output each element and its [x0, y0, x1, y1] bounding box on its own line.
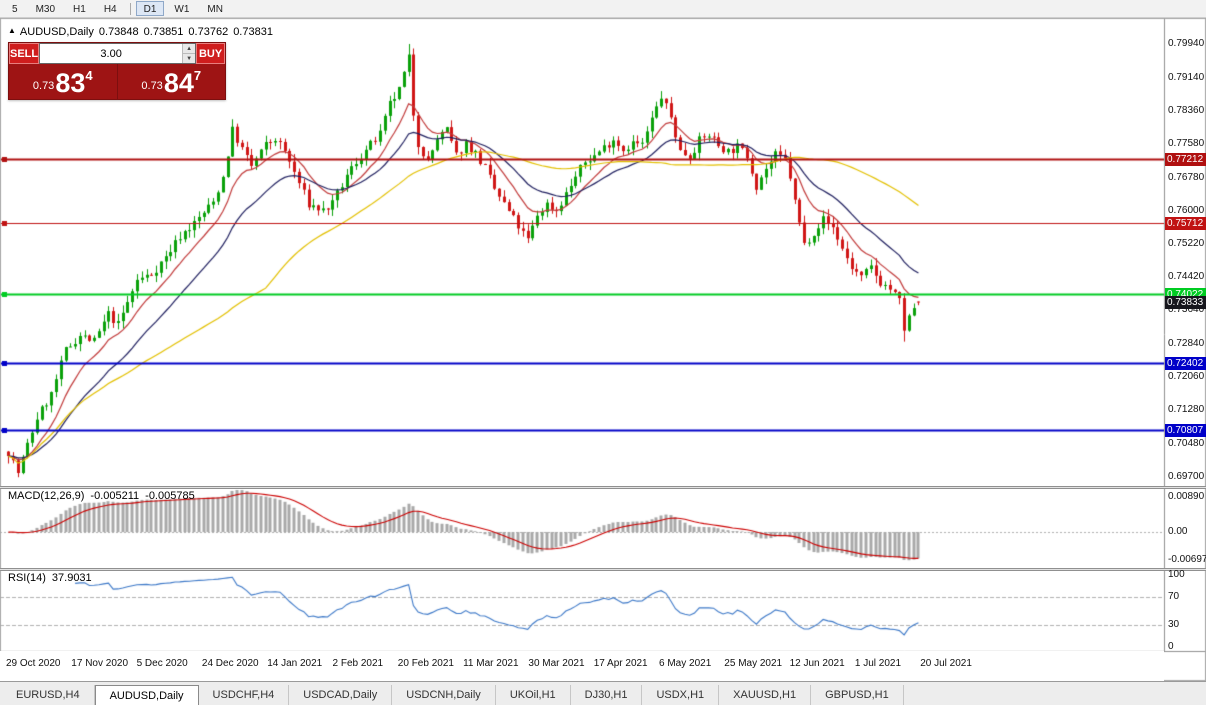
chart-high-value: 0.73851	[143, 26, 184, 38]
price-axis-tick: 0.72060	[1168, 371, 1205, 383]
price-axis-tick: 0.69700	[1168, 470, 1205, 482]
rsi-indicator-label: RSI(14) 37.9031	[8, 572, 92, 584]
rsi-axis-tick: 30	[1168, 619, 1180, 631]
date-axis-label: 30 Mar 2021	[528, 658, 585, 669]
price-axis-tick: 0.74420	[1168, 271, 1205, 283]
date-axis-label: 20 Jul 2021	[920, 658, 972, 669]
buy-price-point: 7	[193, 68, 202, 83]
date-axis-label: 29 Oct 2020	[6, 658, 61, 669]
price-axis-tick: 0.79940	[1168, 37, 1205, 49]
volume-input[interactable]	[40, 44, 183, 63]
price-axis-tick: 0.79140	[1168, 71, 1205, 83]
buy-button[interactable]: BUY	[196, 43, 225, 64]
volume-down-button[interactable]: ▼	[183, 54, 196, 63]
volume-up-button[interactable]: ▲	[183, 44, 196, 54]
rsi-name: RSI(14)	[8, 572, 46, 584]
price-axis-tick: 0.72840	[1168, 338, 1205, 350]
buy-price-pips: 84	[163, 68, 194, 98]
price-axis-tick: 0.76000	[1168, 204, 1205, 216]
price-axis-tick: 0.71280	[1168, 404, 1205, 416]
rsi-axis-tick: 70	[1168, 590, 1180, 602]
sell-price-prefix: 0.73	[32, 80, 55, 92]
hline-price-label: 0.70807	[1165, 424, 1206, 438]
price-axis-tick: 0.78360	[1168, 104, 1205, 116]
macd-name: MACD(12,26,9)	[8, 490, 85, 502]
date-axis[interactable]: 29 Oct 2020 17 Nov 2020 5 Dec 2020 24 Dec 2…	[0, 651, 1164, 681]
hline-price-label: 0.72402	[1165, 356, 1206, 370]
date-axis-label: 14 Jan 2021	[267, 658, 323, 669]
chart-open-value: 0.73848	[98, 26, 139, 38]
volume-spinner: ▲ ▼	[182, 44, 196, 63]
timeframe-toolbar: 5 M30 H1 H4 D1 W1 MN	[0, 0, 1206, 18]
toolbar-separator	[129, 2, 131, 15]
chart-tab-usdcad-daily[interactable]: USDCAD,Daily	[289, 685, 393, 705]
chart-window: ▲ AUDUSD,Daily 0.73848 0.73851 0.73762 0.7383…	[0, 18, 1206, 681]
pane-splitter-rsi[interactable]	[0, 568, 1206, 571]
price-axis-tick: 0.75220	[1168, 237, 1205, 249]
chart-symbol-label: AUDUSD,Daily	[19, 26, 94, 38]
pane-splitter-macd[interactable]	[0, 486, 1206, 489]
timeframe-button-mn[interactable]: MN	[207, 4, 223, 15]
buy-price[interactable]: 0.73 84 7	[118, 64, 226, 99]
sell-button[interactable]: SELL	[9, 43, 40, 64]
macd-axis-tick: 0.00890	[1168, 490, 1205, 502]
price-axis-tick: 0.73640	[1168, 304, 1205, 316]
chart-tab-usdchf-h4[interactable]: USDCHF,H4	[198, 685, 290, 705]
price-axis-tick: 0.76780	[1168, 171, 1205, 183]
timeframe-button-w1[interactable]: W1	[174, 4, 190, 15]
chart-title: ▲ AUDUSD,Daily 0.73848 0.73851 0.73762 0.7383…	[8, 26, 273, 38]
hline-price-label: 0.77212	[1165, 153, 1206, 167]
date-axis-label: 6 May 2021	[659, 658, 712, 669]
timeframe-button-d1[interactable]: D1	[135, 1, 165, 16]
rsi-axis-tick: 100	[1168, 569, 1185, 580]
one-click-collapse-icon[interactable]: ▲	[8, 26, 16, 35]
macd-main-value: -0.005211	[90, 490, 140, 502]
chart-low-value: 0.73762	[188, 26, 229, 38]
price-axis-tick: 0.70480	[1168, 437, 1205, 449]
chart-tab-eurusd-h4[interactable]: EURUSD,H4	[2, 685, 95, 705]
sell-price-pips: 83	[55, 68, 86, 98]
date-axis-label: 25 May 2021	[724, 658, 783, 669]
price-axis-tick: 0.77580	[1168, 137, 1205, 149]
macd-indicator-label: MACD(12,26,9) -0.005211 -0.005785	[8, 490, 195, 502]
sell-price[interactable]: 0.73 83 4	[9, 64, 118, 99]
current-price-label: 0.73833	[1165, 296, 1206, 310]
date-axis-label: 5 Dec 2020	[136, 658, 188, 669]
rsi-value: 37.9031	[51, 572, 92, 584]
rsi-axis-tick: 0	[1168, 641, 1174, 652]
chart-tab-usdcnh-daily[interactable]: USDCNH,Daily	[392, 685, 496, 705]
chart-tab-xauusd-h1[interactable]: XAUUSD,H1	[719, 685, 812, 705]
buy-price-prefix: 0.73	[141, 80, 163, 92]
timeframe-button-m30[interactable]: M30	[35, 4, 56, 15]
chart-tab-usdx-h1[interactable]: USDX,H1	[642, 685, 720, 705]
date-axis-label: 2 Feb 2021	[332, 658, 384, 669]
timeframe-button-h1[interactable]: H1	[73, 4, 86, 15]
macd-axis-tick: -0.00697	[1168, 553, 1206, 565]
date-axis-label: 24 Dec 2020	[201, 658, 259, 669]
date-axis-label: 12 Jun 2021	[789, 658, 845, 669]
chart-tab-dj30-h1[interactable]: DJ30,H1	[570, 685, 643, 705]
chart-tab-bar: EURUSD,H4 AUDUSD,Daily USDCHF,H4 USDCAD,Dai…	[0, 681, 1206, 705]
date-axis-label: 1 Jul 2021	[854, 658, 902, 669]
chart-canvas[interactable]	[0, 18, 1206, 681]
macd-axis-tick: 0.00	[1168, 526, 1188, 538]
macd-signal-value: -0.005785	[145, 490, 195, 502]
chart-tab-ukoil-h1[interactable]: UKOil,H1	[495, 685, 571, 705]
date-axis-label: 17 Apr 2021	[593, 658, 648, 669]
sell-price-point: 4	[85, 68, 93, 83]
chart-close-value: 0.73831	[233, 26, 273, 38]
timeframe-button-h4[interactable]: H4	[103, 4, 117, 15]
chart-tab-audusd-daily[interactable]: AUDUSD,Daily	[94, 685, 199, 705]
volume-box: ▲ ▼	[39, 43, 197, 64]
chart-tab-gbpusd-h1[interactable]: GBPUSD,H1	[811, 685, 904, 705]
timeframe-button-5[interactable]: 5	[12, 4, 18, 15]
date-axis-label: 17 Nov 2020	[71, 658, 129, 669]
date-axis-label: 20 Feb 2021	[397, 658, 454, 669]
one-click-trading-panel: SELL ▲ ▼ BUY 0.73 83 4 0.73 84 7	[8, 42, 226, 100]
price-axis[interactable]: 0.79940 0.79140 0.78360 0.77580 0.76780 0.760…	[1164, 18, 1206, 652]
hline-price-label: 0.75712	[1165, 216, 1206, 230]
date-axis-label: 11 Mar 2021	[463, 658, 519, 669]
